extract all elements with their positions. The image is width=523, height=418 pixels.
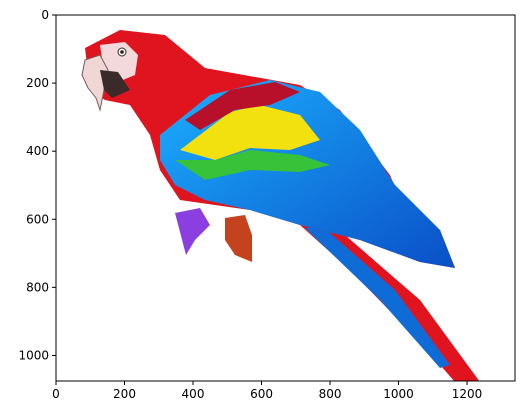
- beak: [81, 54, 109, 112]
- wing-yellow-band: [180, 105, 320, 160]
- right-foot: [225, 215, 252, 262]
- y-axis: 0 200 400 600 800 1000: [18, 8, 56, 362]
- y-tick-label: 0: [41, 8, 49, 22]
- axes-frame: [55, 14, 516, 382]
- x-tick-label: 800: [319, 387, 342, 401]
- wing-red-covert: [185, 82, 300, 130]
- x-tick-label: 0: [52, 387, 60, 401]
- left-foot: [175, 208, 210, 255]
- y-tick-label: 800: [26, 280, 49, 294]
- y-tick-label: 1000: [18, 348, 49, 362]
- tail-blue: [305, 226, 450, 368]
- x-tick-label: 1200: [452, 387, 483, 401]
- wing-green-band: [175, 150, 330, 180]
- x-axis: 0 200 400 600 800 1000 1200: [52, 381, 482, 401]
- x-tick-label: 1000: [383, 387, 414, 401]
- y-tick-label: 600: [26, 212, 49, 226]
- parrot-image: [81, 30, 480, 381]
- x-tick-label: 400: [182, 387, 205, 401]
- x-tick-label: 200: [113, 387, 136, 401]
- y-tick-label: 400: [26, 144, 49, 158]
- x-tick-label: 600: [250, 387, 273, 401]
- y-tick-label: 200: [26, 76, 49, 90]
